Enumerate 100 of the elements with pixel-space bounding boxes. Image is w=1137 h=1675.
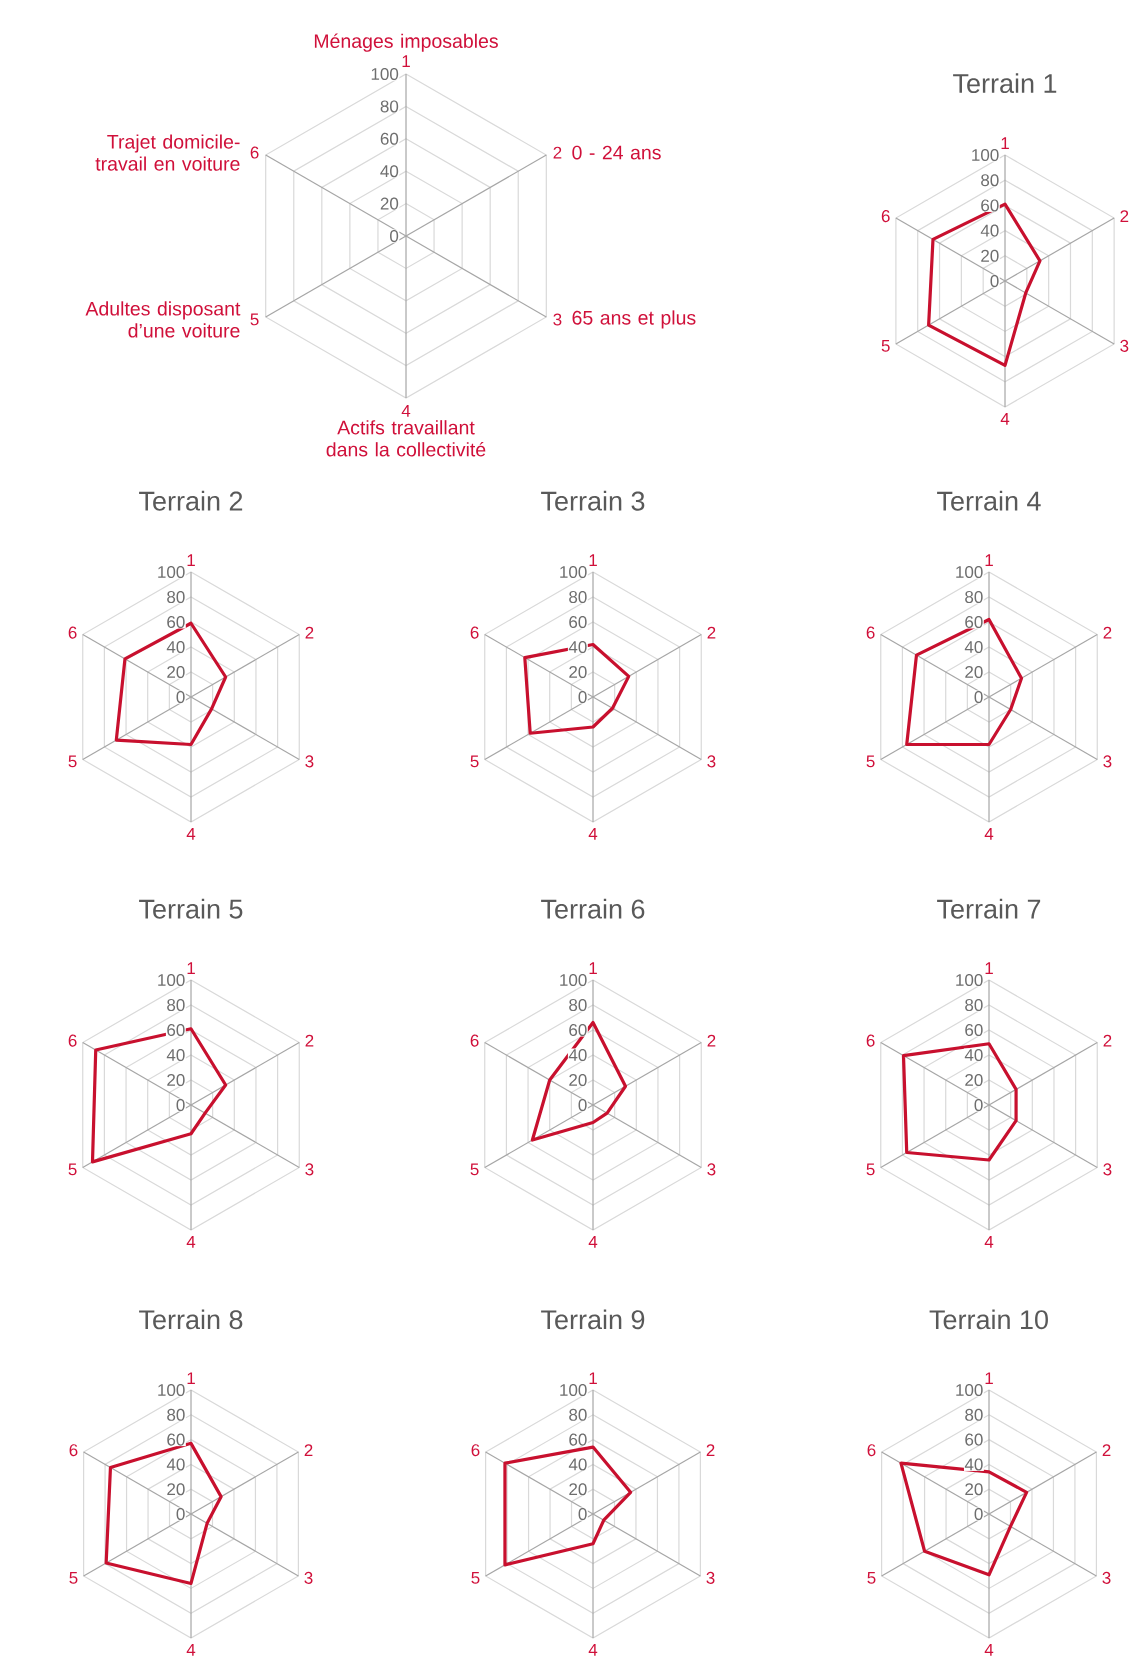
spoke-label: 2: [1102, 1444, 1111, 1457]
spoke-label: 3: [1120, 339, 1129, 352]
y-tick-label: 20: [965, 665, 983, 679]
spoke-label: 6: [68, 626, 77, 639]
y-tick-label: 0: [578, 690, 587, 704]
y-tick-label: 20: [965, 1073, 983, 1087]
chart-title: Terrain 8: [139, 1309, 243, 1330]
y-tick-label: 0: [578, 1508, 587, 1521]
spoke-label: 3: [305, 1163, 314, 1176]
y-tick-label: 20: [380, 197, 399, 210]
chart-title: Terrain 6: [541, 898, 645, 919]
spoke-label: 5: [470, 755, 479, 768]
spoke-label: 2: [305, 1034, 314, 1047]
spoke-label: 4: [588, 1235, 598, 1248]
chart-title: Terrain 1: [953, 73, 1057, 94]
y-tick-label: 60: [569, 1433, 587, 1446]
spoke-label: 6: [471, 1444, 480, 1457]
chart-title: Terrain 5: [139, 898, 243, 919]
spoke-label: 3: [706, 1571, 715, 1584]
spoke-label: 1: [589, 554, 597, 567]
y-tick-label: 60: [965, 615, 983, 629]
chart-title: Terrain 7: [937, 898, 1041, 919]
y-tick-label: 100: [560, 973, 587, 987]
spoke-label: 3: [1103, 755, 1112, 768]
y-tick-label: 20: [965, 1483, 983, 1496]
spoke-label: 5: [866, 755, 875, 768]
spoke-label: 3: [304, 1571, 313, 1584]
y-tick-label: 40: [964, 1048, 983, 1062]
y-tick-label: 0: [176, 690, 185, 704]
y-tick-label: 0: [974, 690, 983, 704]
spoke-label: 6: [470, 626, 479, 639]
chart-title: Terrain 2: [139, 490, 243, 511]
text: 0 - 24 ans: [572, 145, 661, 160]
text: Actifs travaillant dans la collectivité: [326, 420, 486, 457]
spoke-label: 5: [881, 339, 890, 352]
spoke-label: 2: [553, 146, 562, 159]
y-tick-label: 80: [965, 998, 983, 1012]
spoke-label: 2: [1103, 1034, 1112, 1047]
spoke-label: 4: [186, 1643, 196, 1656]
spoke-label: 2: [305, 626, 314, 639]
spoke-label: 5: [68, 755, 77, 768]
y-tick-label: 100: [560, 1384, 587, 1397]
y-tick-label: 20: [167, 1483, 185, 1496]
y-tick-label: 80: [167, 590, 185, 604]
text: Ménages imposables: [314, 33, 498, 52]
spoke-label: 1: [589, 962, 597, 975]
spoke-label: 6: [881, 210, 890, 223]
y-tick-label: 80: [981, 174, 999, 187]
spoke-label: 2: [707, 626, 716, 639]
spoke-label: 5: [471, 1571, 480, 1584]
chart-title: Terrain 4: [937, 490, 1041, 511]
y-tick-label: 40: [568, 640, 587, 654]
y-tick-label: 60: [569, 615, 587, 629]
spoke-label: 6: [250, 146, 259, 159]
spoke-label: 6: [69, 1444, 78, 1457]
text: Trajet domicile-travail en voiture: [95, 134, 240, 171]
y-tick-label: 20: [167, 665, 185, 679]
y-tick-label: 80: [380, 100, 399, 113]
chart-title: Terrain 9: [541, 1309, 645, 1330]
spoke-label: 1: [1001, 137, 1009, 150]
spoke-label: 1: [187, 554, 195, 567]
spoke-label: 3: [707, 1163, 716, 1176]
y-tick-label: 40: [166, 640, 185, 654]
y-tick-label: 20: [569, 665, 587, 679]
y-tick-label: 40: [380, 165, 399, 178]
y-tick-label: 20: [569, 1483, 587, 1496]
y-tick-label: 80: [569, 998, 587, 1012]
y-tick-label: 100: [956, 1384, 983, 1397]
y-tick-label: 100: [158, 1384, 185, 1397]
spoke-label: 5: [470, 1163, 479, 1176]
y-tick-label: 0: [990, 274, 999, 288]
y-tick-label: 60: [167, 1433, 185, 1446]
y-tick-label: 80: [167, 998, 185, 1012]
spoke-label: 4: [984, 827, 994, 840]
spoke-label: 6: [866, 626, 875, 639]
spoke-label: 4: [588, 827, 598, 840]
text: 65 ans et plus: [572, 310, 696, 329]
y-tick-label: 0: [176, 1508, 185, 1521]
spoke-label: 6: [470, 1034, 479, 1047]
y-tick-label: 40: [166, 1458, 185, 1471]
y-tick-label: 0: [176, 1098, 185, 1112]
spoke-label: 1: [985, 962, 993, 975]
chart-title: Terrain 10: [929, 1309, 1048, 1330]
y-tick-label: 80: [167, 1408, 185, 1421]
y-tick-label: 60: [167, 1023, 185, 1037]
spoke-label: 4: [186, 1235, 196, 1248]
spoke-label: 1: [187, 1372, 195, 1385]
y-tick-label: 20: [167, 1073, 185, 1087]
spoke-label: 3: [1103, 1163, 1112, 1176]
y-tick-label: 0: [390, 229, 399, 243]
spoke-label: 5: [866, 1163, 875, 1176]
y-tick-label: 60: [965, 1023, 983, 1037]
y-tick-label: 60: [167, 615, 185, 629]
y-tick-label: 80: [569, 590, 587, 604]
spoke-label: 6: [866, 1034, 875, 1047]
y-tick-label: 20: [569, 1073, 587, 1087]
spoke-label: 4: [984, 1235, 994, 1248]
y-tick-label: 40: [964, 640, 983, 654]
y-tick-label: 60: [569, 1023, 587, 1037]
spoke-label: 2: [1120, 210, 1129, 223]
